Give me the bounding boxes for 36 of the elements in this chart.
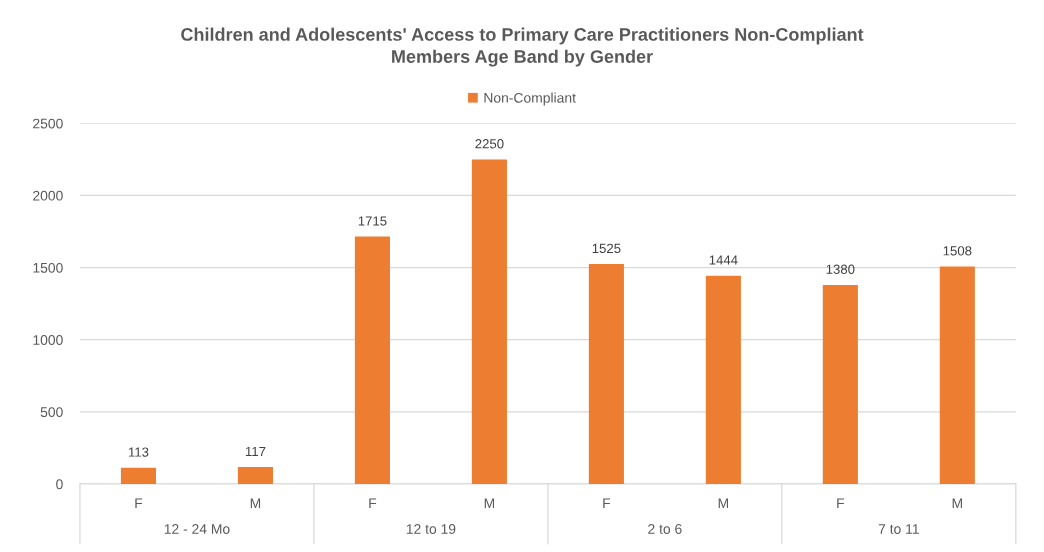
bar: [237, 467, 273, 484]
x-tick-label: F: [369, 498, 377, 508]
chart-title: Children and Adolescents' Access to Primary Care Practitioners Non-Compliant Members Age Band by Gender: [181, 27, 864, 67]
data-label: 1508: [943, 246, 972, 256]
y-tick-label: 500: [40, 407, 63, 418]
y-tick-label: 1500: [33, 262, 63, 273]
legend-label: Non-Compliant: [484, 92, 576, 106]
bar: [822, 284, 858, 484]
data-label: 117: [245, 446, 266, 457]
data-label: 1444: [709, 255, 738, 265]
bar: [588, 263, 624, 484]
x-tick-label: M: [484, 498, 495, 508]
bar: [471, 159, 507, 484]
data-label: 1380: [826, 264, 855, 274]
x-tick-label: F: [837, 498, 845, 508]
text: 12 to 19: [406, 524, 456, 534]
bar: [705, 275, 741, 484]
bar: [939, 266, 975, 484]
x-tick-label: F: [603, 498, 611, 508]
x-tick-label: F: [135, 498, 143, 508]
data-label: 113: [128, 447, 149, 457]
y-tick-label: 2000: [33, 190, 63, 201]
y-tick-label: 0: [56, 479, 63, 490]
data-label: 1525: [592, 243, 621, 254]
y-tick-label: 1000: [33, 335, 63, 345]
data-label: 1715: [358, 216, 387, 226]
data-label: 2250: [475, 139, 504, 149]
y-tick-label: 2500: [33, 118, 63, 129]
x-tick-label: M: [718, 498, 729, 508]
text: 2 to 6: [648, 524, 682, 534]
bar: [120, 467, 157, 484]
bar: [354, 236, 390, 484]
x-tick-label: M: [952, 498, 962, 508]
text: 12 - 24 Mo: [164, 524, 230, 534]
x-tick-label: M: [250, 498, 261, 508]
text: 7 to 11: [878, 524, 919, 534]
